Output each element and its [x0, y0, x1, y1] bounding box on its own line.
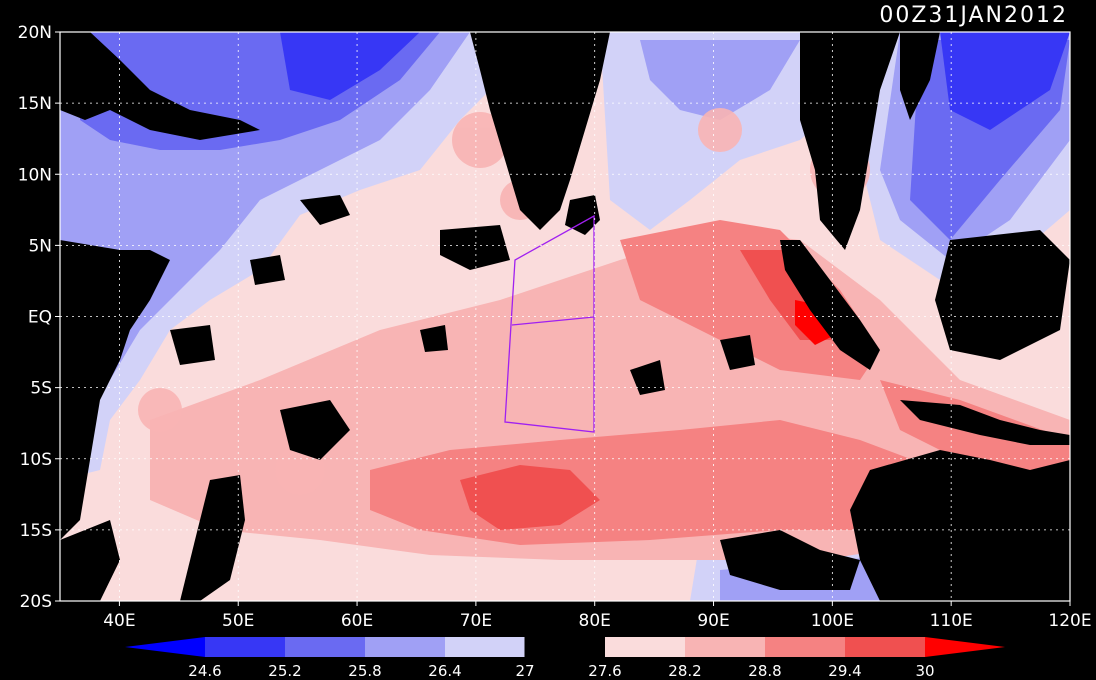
lon-label: 40E: [103, 611, 135, 631]
colorbar-segment: [445, 637, 526, 657]
sst-field: [60, 32, 1070, 601]
lat-label: 15N: [18, 94, 52, 114]
colorbar-level-label: 24.6: [188, 662, 221, 680]
colorbar-level-label: 29.4: [828, 662, 861, 680]
lat-label: 10N: [18, 165, 52, 185]
colorbar-low-arrow: [125, 637, 205, 657]
lat-labels: 20N 15N 10N 5N EQ 5S 10S 15S 20S: [18, 23, 52, 612]
colorbar-level-label: 27.6: [588, 662, 621, 680]
colorbar-segment: [285, 637, 366, 657]
colorbar-segment: [685, 637, 766, 657]
map-title: 00Z31JAN2012: [879, 3, 1068, 28]
lon-label: 70E: [460, 611, 492, 631]
colorbar-level-label: 28.8: [748, 662, 781, 680]
lat-label: 15S: [20, 521, 52, 541]
lon-label: 110E: [930, 611, 973, 631]
lat-label: 5S: [30, 379, 52, 399]
lat-label: 10S: [20, 450, 52, 470]
colorbar-level-label: 25.8: [348, 662, 381, 680]
colorbar: 24.6 25.2 25.8 26.4 27 27.6 28.2 28.8 29.4 30: [125, 636, 1005, 680]
colorbar-segment: [365, 637, 446, 657]
colorbar-level-label: 28.2: [668, 662, 701, 680]
colorbar-segment: [765, 637, 846, 657]
lon-label: 50E: [222, 611, 254, 631]
lon-label: 60E: [341, 611, 373, 631]
lat-label: 5N: [28, 236, 52, 256]
lon-label: 100E: [811, 611, 854, 631]
lat-label: 20S: [20, 592, 52, 612]
colorbar-level-label: 30: [915, 662, 934, 680]
colorbar-level-label: 27: [515, 662, 534, 680]
colorbar-level-label: 25.2: [268, 662, 301, 680]
colorbar-segment: [845, 637, 926, 657]
lon-label: 120E: [1048, 611, 1091, 631]
lat-label: EQ: [28, 308, 52, 328]
colorbar-high-arrow: [925, 637, 1005, 657]
lon-labels: 40E 50E 60E 70E 80E 90E 100E 110E 120E: [103, 611, 1091, 631]
land-masses: [60, 32, 1070, 601]
lon-label: 80E: [579, 611, 611, 631]
colorbar-level-label: 26.4: [428, 662, 461, 680]
colorbar-segment: [605, 637, 686, 657]
lon-label: 90E: [697, 611, 729, 631]
colorbar-segment: [205, 637, 286, 657]
lat-lon-grid: [55, 31, 1071, 606]
colorbar-segment: [524, 636, 606, 658]
lat-label: 20N: [18, 23, 52, 43]
